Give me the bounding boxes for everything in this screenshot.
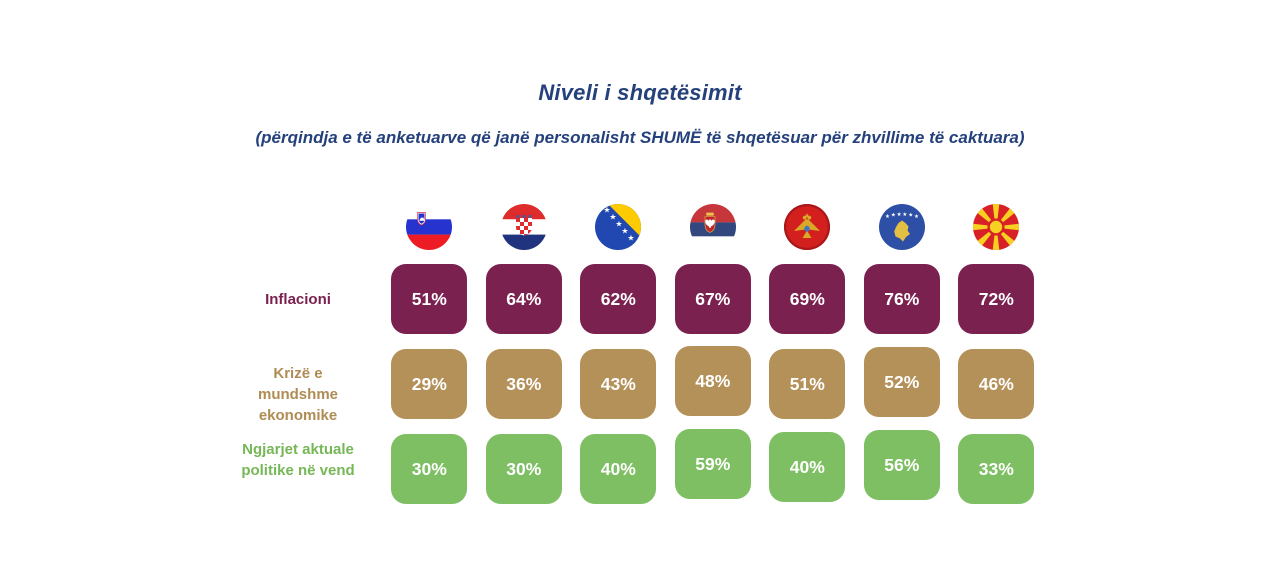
cell-economic-serbia: 48% <box>674 346 751 416</box>
corner-spacer <box>214 194 382 260</box>
croatia-flag-icon <box>500 204 547 250</box>
svg-text:★: ★ <box>902 212 907 218</box>
flag-montenegro <box>760 194 855 260</box>
cell-inflation-croatia: 64% <box>485 264 562 334</box>
kosovo-flag-icon: ★ ★ ★ ★ ★ ★ <box>878 204 925 250</box>
cell-economic-croatia: 36% <box>485 349 562 419</box>
flag-serbia <box>666 194 761 260</box>
flag-north-macedonia <box>949 194 1044 260</box>
row-label-text: politike në vend <box>241 462 355 479</box>
slovenia-flag-icon <box>406 204 453 250</box>
svg-text:★: ★ <box>622 227 629 236</box>
row-label-economic-crisis: Krizë e mundshme ekonomike <box>214 359 382 429</box>
montenegro-flag-icon <box>784 204 831 250</box>
cell-inflation-bosnia: 62% <box>580 264 657 334</box>
cell-inflation-slovenia: 51% <box>391 264 468 334</box>
flag-slovenia <box>382 194 477 260</box>
cell-inflation-serbia: 67% <box>674 264 751 334</box>
cell-economic-bosnia: 43% <box>580 349 657 419</box>
row-label-inflation: Inflacioni <box>214 264 382 334</box>
svg-text:★: ★ <box>896 212 901 218</box>
page-subtitle: (përqindja e të anketuarve që janë perso… <box>255 128 1025 147</box>
page-title: Niveli i shqetësimit <box>538 80 742 105</box>
flag-kosovo: ★ ★ ★ ★ ★ ★ <box>855 194 950 260</box>
svg-text:★: ★ <box>616 220 623 229</box>
svg-text:★: ★ <box>885 214 890 220</box>
serbia-flag-icon <box>689 204 736 250</box>
svg-text:★: ★ <box>914 214 919 220</box>
cell-political-macedonia: 33% <box>958 434 1035 504</box>
flag-croatia <box>477 194 572 260</box>
row-label-text: Ngjarjet aktuale <box>242 441 354 458</box>
cell-political-bosnia: 40% <box>580 434 657 504</box>
row-label-text: mundshme <box>257 385 338 403</box>
row-label-text: ekonomike <box>258 406 338 424</box>
cell-economic-slovenia: 29% <box>391 349 468 419</box>
flag-bosnia: ★ ★ ★ ★ ★ ★ <box>571 194 666 260</box>
cell-political-slovenia: 30% <box>391 434 468 504</box>
cell-political-serbia: 59% <box>674 429 751 499</box>
svg-text:★: ★ <box>610 213 617 222</box>
row-label-text: Krizë e <box>273 364 323 382</box>
bosnia-flag-icon: ★ ★ ★ ★ ★ ★ <box>595 204 642 250</box>
svg-text:★: ★ <box>634 241 641 250</box>
row-label-text: Inflacioni <box>265 290 331 308</box>
cell-political-montenegro: 40% <box>769 432 846 502</box>
svg-text:★: ★ <box>908 213 913 219</box>
cell-economic-montenegro: 51% <box>769 349 846 419</box>
svg-text:★: ★ <box>891 213 896 219</box>
cell-economic-kosovo: 52% <box>863 347 940 417</box>
north-macedonia-flag-icon <box>973 204 1020 250</box>
cell-economic-macedonia: 46% <box>958 349 1035 419</box>
concern-table: ★ ★ ★ ★ ★ ★ <box>214 194 1044 515</box>
svg-text:★: ★ <box>628 234 635 243</box>
cell-inflation-kosovo: 76% <box>863 264 940 334</box>
cell-political-croatia: 30% <box>485 434 562 504</box>
cell-inflation-macedonia: 72% <box>958 264 1035 334</box>
svg-text:★: ★ <box>604 206 611 215</box>
cell-inflation-montenegro: 69% <box>769 264 846 334</box>
row-label-political-events: Ngjarjet aktuale politike në vend <box>214 425 382 495</box>
cell-political-kosovo: 56% <box>863 430 940 500</box>
